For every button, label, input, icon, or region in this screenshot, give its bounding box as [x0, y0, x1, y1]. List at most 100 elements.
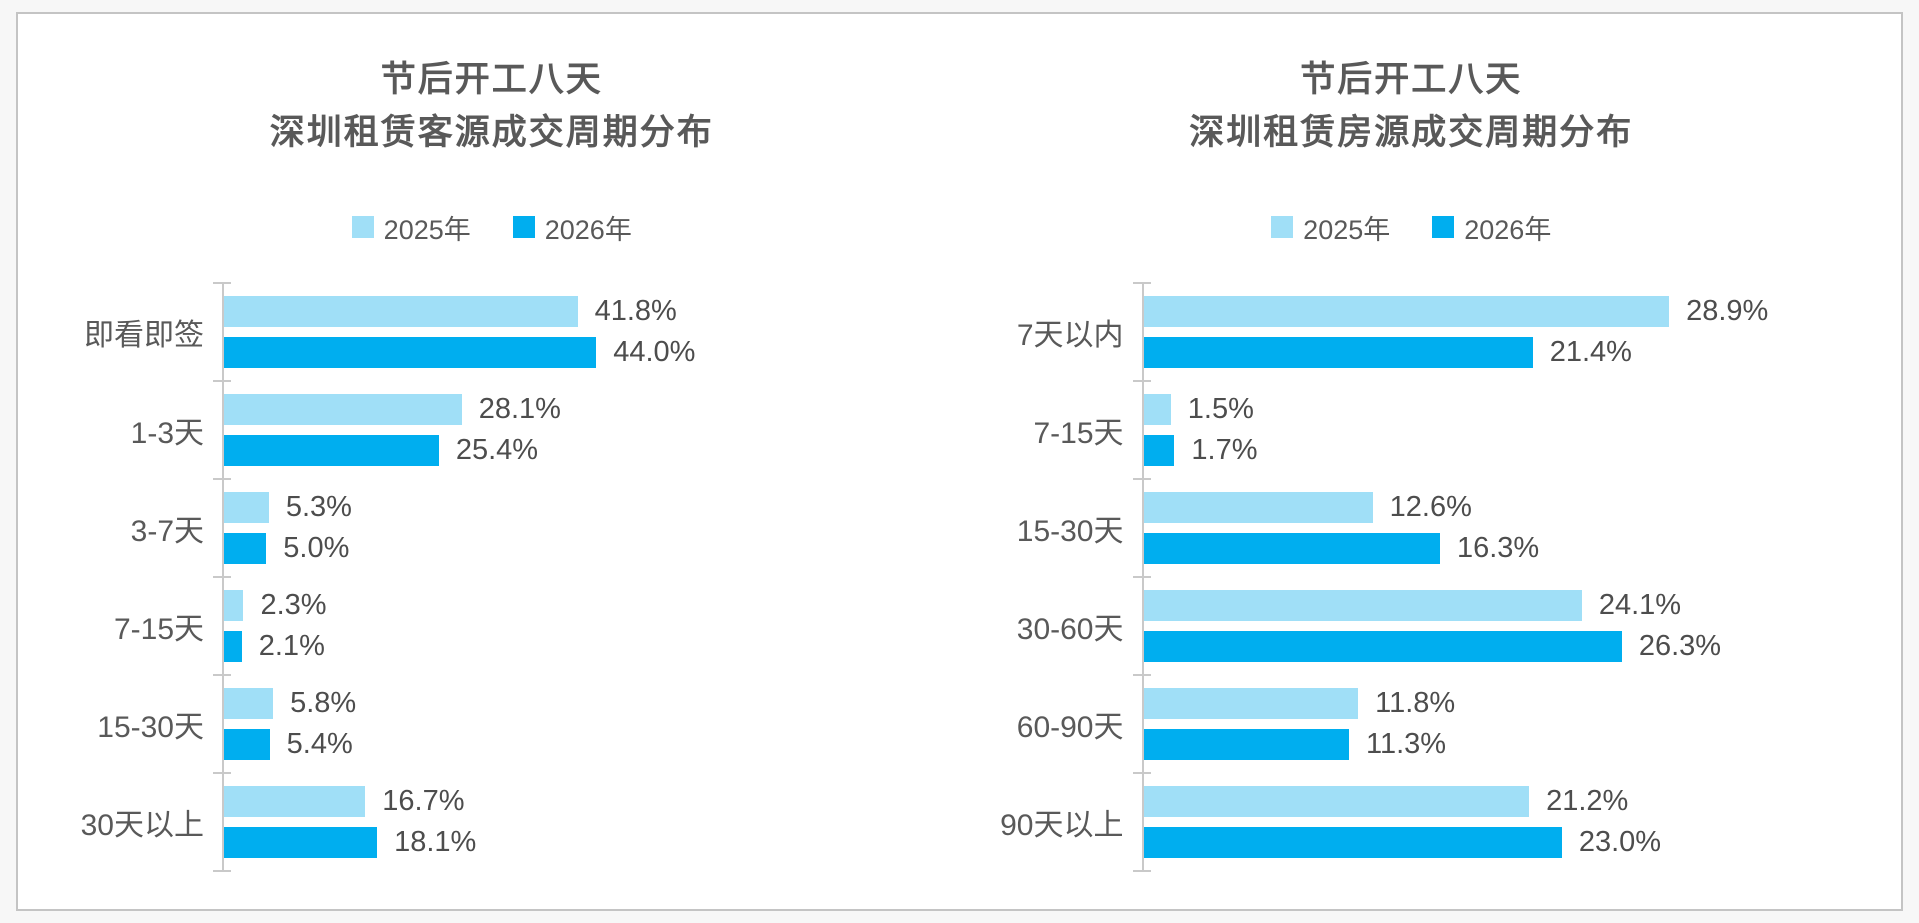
- bar-2025年: [1143, 394, 1171, 425]
- bar-line: 21.2%: [1143, 785, 1872, 817]
- bar-line: 16.7%: [224, 785, 952, 817]
- category-bars: 2.3% 2.1%: [213, 576, 952, 675]
- bar-2025年: [224, 688, 274, 719]
- legend: 2025年 2026年: [952, 211, 1872, 245]
- chart-row: 60-90天 11.8% 11.3%: [952, 674, 1872, 773]
- category-label: 90天以上: [1000, 809, 1124, 842]
- bar-line: 5.0%: [224, 532, 952, 564]
- bar-line: 26.3%: [1143, 630, 1872, 662]
- chart-title: 节后开工八天 深圳租赁房源成交周期分布: [952, 54, 1872, 159]
- category-bars: 41.8% 44.0%: [213, 282, 952, 381]
- bar-line: 5.8%: [224, 687, 952, 719]
- category-bars: 12.6% 16.3%: [1132, 478, 1872, 577]
- chart-title: 节后开工八天 深圳租赁客源成交周期分布: [32, 54, 952, 159]
- legend-item-2026: 2026年: [512, 208, 632, 247]
- chart-row: 30天以上 16.7% 18.1%: [32, 772, 952, 872]
- bar-2026年: [1143, 729, 1350, 760]
- category-label: 30-60天: [1016, 613, 1124, 646]
- chart-canvas: 节后开工八天 深圳租赁客源成交周期分布 2025年 2026年 即看即签 41.8…: [16, 12, 1903, 911]
- bar-line: 2.1%: [224, 630, 952, 662]
- bar-line: 2.3%: [224, 589, 952, 621]
- bar-2026年: [224, 337, 597, 368]
- chart-title-line2: 深圳租赁房源成交周期分布: [1189, 112, 1634, 152]
- bar-2025年: [1143, 296, 1670, 327]
- bar-line: 1.5%: [1143, 393, 1872, 425]
- category-bars: 28.1% 25.4%: [213, 380, 952, 479]
- chart-row: 15-30天 12.6% 16.3%: [952, 478, 1872, 577]
- legend-label-2026: 2026年: [1464, 214, 1552, 245]
- bar-2026年: [224, 729, 270, 760]
- category-label: 7天以内: [1016, 319, 1124, 352]
- plot-area: 即看即签 41.8% 44.0% 1-3天 28.1% 25.4% 3-7天 5.3% 5.0%…: [32, 282, 952, 883]
- value-label: 5.8%: [290, 687, 357, 719]
- category-label: 30天以上: [80, 809, 204, 842]
- bar-2026年: [224, 827, 378, 858]
- value-label: 2.1%: [258, 630, 325, 662]
- bar-line: 28.9%: [1143, 295, 1872, 327]
- bar-line: 44.0%: [224, 336, 952, 368]
- value-label: 24.1%: [1598, 589, 1682, 621]
- chart-title-line2: 深圳租赁客源成交周期分布: [269, 112, 714, 152]
- category-bars: 24.1% 26.3%: [1132, 576, 1872, 675]
- legend-label-2025: 2025年: [1303, 214, 1391, 245]
- bar-line: 28.1%: [224, 393, 952, 425]
- value-label: 25.4%: [455, 434, 539, 466]
- legend-item-2025: 2025年: [1271, 208, 1390, 247]
- value-label: 23.0%: [1578, 826, 1662, 858]
- value-label: 28.1%: [478, 393, 561, 425]
- plot-rows: 即看即签 41.8% 44.0% 1-3天 28.1% 25.4% 3-7天 5.3% 5.0%…: [32, 282, 952, 872]
- legend-swatch-2025: [1271, 216, 1294, 238]
- bar-2025年: [224, 296, 578, 327]
- chart-row: 15-30天 5.8% 5.4%: [32, 674, 952, 773]
- bar-2025年: [224, 590, 244, 621]
- value-label: 5.3%: [285, 491, 352, 523]
- value-label: 18.1%: [394, 826, 477, 858]
- bar-2026年: [1143, 533, 1440, 564]
- category-bars: 5.3% 5.0%: [213, 478, 952, 577]
- value-label: 2.3%: [260, 589, 327, 621]
- category-bars: 11.8% 11.3%: [1132, 674, 1872, 773]
- value-label: 41.8%: [594, 295, 677, 327]
- value-label: 21.4%: [1549, 336, 1632, 368]
- legend-label-2025: 2025年: [383, 214, 471, 245]
- value-label: 1.5%: [1187, 393, 1254, 425]
- bar-2025年: [224, 492, 269, 523]
- bar-line: 41.8%: [224, 295, 952, 327]
- category-label: 15-30天: [97, 711, 204, 744]
- value-label: 12.6%: [1389, 491, 1472, 523]
- chart-title-line1: 节后开工八天: [380, 60, 603, 99]
- bar-2026年: [1143, 337, 1533, 368]
- legend-swatch-2026: [1432, 216, 1455, 238]
- value-label: 26.3%: [1638, 630, 1722, 662]
- bar-line: 24.1%: [1143, 589, 1872, 621]
- category-label: 3-7天: [130, 515, 204, 548]
- bar-line: 18.1%: [224, 826, 952, 858]
- legend-item-2026: 2026年: [1432, 208, 1551, 247]
- bar-line: 1.7%: [1143, 434, 1872, 466]
- bar-2026年: [1143, 631, 1622, 662]
- legend-swatch-2026: [512, 216, 535, 238]
- bar-2025年: [224, 786, 366, 817]
- bar-2025年: [1143, 590, 1582, 621]
- category-bars: 5.8% 5.4%: [213, 674, 952, 773]
- bar-2026年: [1143, 827, 1562, 858]
- bar-line: 11.8%: [1143, 687, 1872, 719]
- chart-panel-customer-sources: 节后开工八天 深圳租赁客源成交周期分布 2025年 2026年 即看即签 41.8…: [32, 42, 952, 883]
- chart-row: 7-15天 2.3% 2.1%: [32, 576, 952, 675]
- chart-row: 3-7天 5.3% 5.0%: [32, 478, 952, 577]
- plot-area: 7天以内 28.9% 21.4% 7-15天 1.5% 1.7% 15-30天 12.6% 16…: [952, 282, 1872, 883]
- bar-line: 11.3%: [1143, 728, 1872, 760]
- chart-row: 即看即签 41.8% 44.0%: [32, 282, 952, 381]
- category-label: 7-15天: [113, 613, 204, 646]
- legend: 2025年 2026年: [32, 211, 952, 245]
- bar-2026年: [224, 533, 267, 564]
- value-label: 5.4%: [286, 728, 353, 760]
- bar-line: 12.6%: [1143, 491, 1872, 523]
- chart-title-line1: 节后开工八天: [1300, 60, 1523, 99]
- plot-rows: 7天以内 28.9% 21.4% 7-15天 1.5% 1.7% 15-30天 12.6% 16…: [952, 282, 1872, 872]
- bar-line: 5.3%: [224, 491, 952, 523]
- value-label: 1.7%: [1191, 434, 1258, 466]
- bar-2025年: [1143, 786, 1530, 817]
- chart-row: 1-3天 28.1% 25.4%: [32, 380, 952, 479]
- category-label: 15-30天: [1016, 515, 1124, 548]
